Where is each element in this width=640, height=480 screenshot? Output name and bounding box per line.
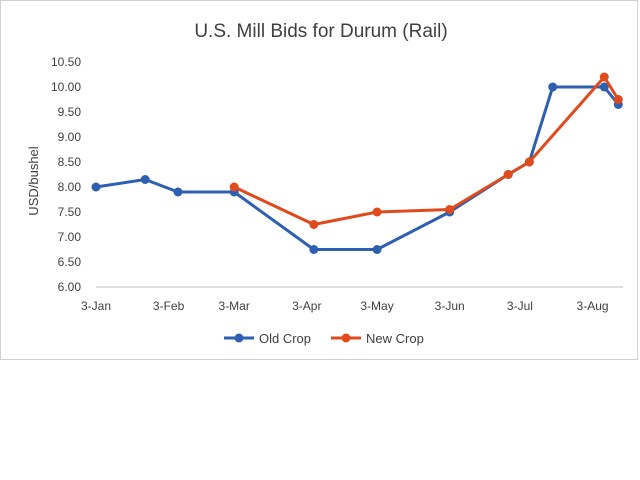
data-point-old-crop xyxy=(599,82,609,92)
chart-svg: U.S. Mill Bids for Durum (Rail) USD/bush… xyxy=(26,21,623,346)
y-tick-labels: 6.00 6.50 7.00 7.50 8.00 8.50 9.00 9.50 10.00 10.… xyxy=(51,55,81,294)
legend-swatch-marker xyxy=(234,333,244,343)
data-point-new-crop xyxy=(309,220,319,229)
data-point-new-crop xyxy=(372,207,382,217)
data-point-new-crop xyxy=(524,157,534,167)
data-point-new-crop xyxy=(613,95,623,104)
x-tick-label: 3-May xyxy=(360,299,393,313)
x-tick-label: 3-Feb xyxy=(153,299,185,313)
data-point-new-crop xyxy=(599,72,609,82)
data-point-old-crop xyxy=(140,175,150,184)
y-axis-title: USD/bushel xyxy=(26,146,41,215)
x-tick-label: 3-Mar xyxy=(219,299,250,313)
x-tick-label: 3-Aug xyxy=(577,299,609,313)
legend-item-old-crop: Old Crop xyxy=(224,331,311,346)
y-tick-label: 9.00 xyxy=(58,130,82,144)
y-tick-label: 10.50 xyxy=(51,55,81,69)
data-point-new-crop xyxy=(229,182,239,192)
data-point-old-crop xyxy=(309,245,319,254)
legend-label: Old Crop xyxy=(259,331,311,346)
data-point-old-crop xyxy=(91,182,101,192)
x-tick-label: 3-Apr xyxy=(292,299,321,313)
data-point-new-crop xyxy=(445,205,455,214)
y-tick-label: 7.00 xyxy=(58,230,82,244)
x-tick-label: 3-Jun xyxy=(435,299,465,313)
x-tick-label: 3-Jan xyxy=(81,299,111,313)
data-point-new-crop xyxy=(503,170,513,179)
y-tick-label: 7.50 xyxy=(58,205,82,219)
series-line-new-crop xyxy=(232,75,620,226)
data-point-old-crop xyxy=(372,245,382,254)
y-tick-label: 8.50 xyxy=(58,155,82,169)
series-layer xyxy=(91,72,623,254)
legend-swatch-marker xyxy=(341,333,351,343)
legend-label: New Crop xyxy=(366,331,424,346)
y-tick-label: 8.00 xyxy=(58,180,82,194)
chart-title: U.S. Mill Bids for Durum (Rail) xyxy=(194,21,447,42)
y-tick-label: 6.50 xyxy=(58,255,82,269)
data-point-old-crop xyxy=(548,82,558,92)
legend: Old Crop New Crop xyxy=(224,331,424,346)
y-tick-label: 10.00 xyxy=(51,80,81,94)
y-tick-label: 6.00 xyxy=(58,280,82,294)
x-tick-label: 3-Jul xyxy=(507,299,533,313)
chart-frame: U.S. Mill Bids for Durum (Rail) USD/bush… xyxy=(0,0,638,360)
data-point-old-crop xyxy=(173,187,183,197)
x-tick-labels: 3-Jan 3-Feb 3-Mar 3-Apr 3-May 3-Jun 3-Jul 3-Aug xyxy=(81,299,609,313)
series-line-old-crop xyxy=(94,85,620,251)
y-tick-label: 9.50 xyxy=(58,105,82,119)
legend-item-new-crop: New Crop xyxy=(331,331,424,346)
